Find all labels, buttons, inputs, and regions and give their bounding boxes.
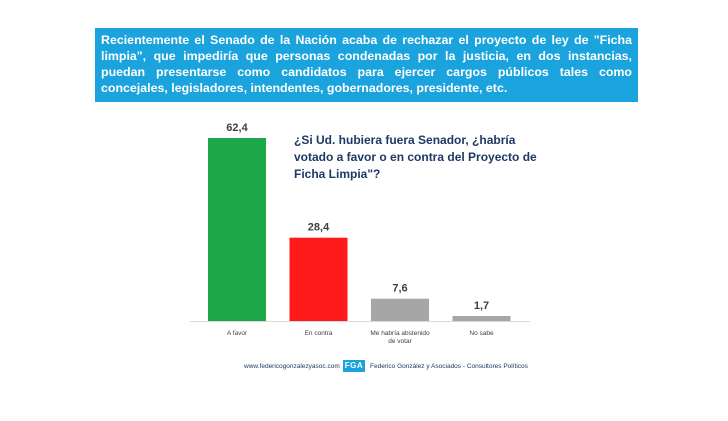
bar-chart: 62,4 A favor 28,4 En contra 7,6 Me habría abs… bbox=[190, 122, 530, 345]
data-label-3: 7,6 bbox=[392, 283, 407, 295]
category-label-2: En contra bbox=[305, 330, 333, 337]
footer: www.federicogonzalezyasoc.com FGA Federi… bbox=[0, 360, 728, 374]
data-label-4: 1,7 bbox=[474, 300, 489, 312]
category-label-3: Me habría abstenido de votar bbox=[370, 330, 430, 345]
data-label-2: 28,4 bbox=[308, 222, 330, 234]
category-label-4: No sabe bbox=[469, 330, 494, 337]
bar-4 bbox=[452, 316, 511, 321]
footer-url[interactable]: www.federicogonzalezyasoc.com bbox=[244, 363, 340, 370]
bar-1 bbox=[208, 138, 266, 321]
data-label-1: 62,4 bbox=[226, 122, 248, 134]
header-banner: Recientemente el Senado de la Nación aca… bbox=[95, 28, 638, 102]
fga-logo: FGA bbox=[343, 360, 365, 372]
chart-question: ¿Si Ud. hubiera fuera Senador, ¿habría v… bbox=[294, 133, 537, 181]
header-text: Recientemente el Senado de la Nación aca… bbox=[101, 33, 632, 95]
footer-org: Federico González y Asociados - Consulto… bbox=[370, 363, 528, 370]
bar-2 bbox=[289, 237, 348, 321]
category-label-1: A favor bbox=[227, 330, 248, 337]
bar-3 bbox=[371, 298, 429, 321]
